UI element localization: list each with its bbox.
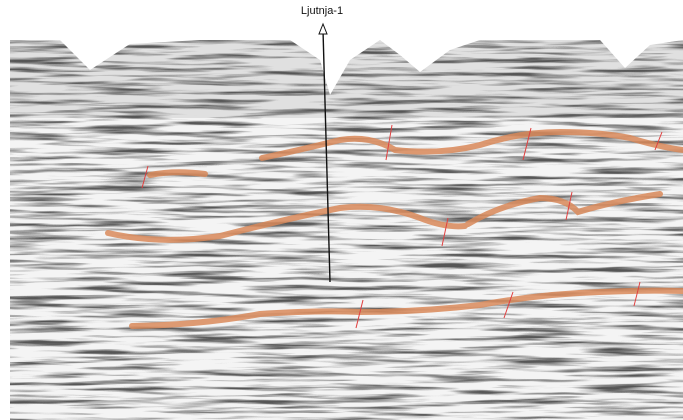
shallow-shade: [10, 38, 683, 118]
seismic-figure: Ljutnja-1: [0, 0, 683, 420]
page: Ljutnja-1 (() => { const data = JSON.par…: [0, 0, 683, 420]
well-label: Ljutnja-1: [301, 5, 343, 17]
well-symbol: [319, 24, 327, 34]
seismic-section: [10, 38, 683, 420]
horizon: [150, 172, 205, 175]
